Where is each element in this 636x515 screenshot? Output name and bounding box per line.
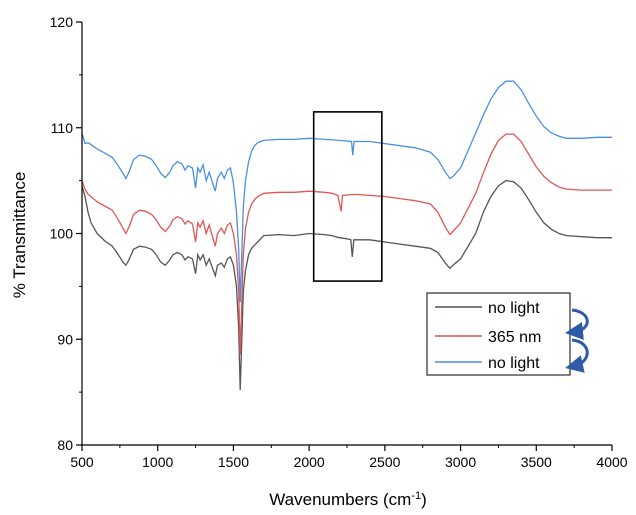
y-tick-label-110: 110	[51, 120, 74, 136]
legend-label-1: no light	[488, 300, 540, 317]
x-tick-label-500: 500	[70, 454, 94, 470]
cycle-arrow-icon-1	[565, 308, 589, 340]
series-line-3	[81, 80, 612, 303]
legend-label-2: 365 nm	[488, 329, 541, 346]
x-tick-label-3000: 3000	[445, 454, 476, 470]
series-line-2	[81, 133, 612, 356]
x-tick-label-2000: 2000	[294, 454, 325, 470]
series-line-1	[81, 179, 612, 391]
cycle-arrow-icon-2	[565, 338, 589, 373]
x-tick-label-1500: 1500	[218, 454, 249, 470]
legend-label-3: no light	[488, 355, 540, 372]
highlight-box	[312, 111, 383, 282]
x-axis-title: Wavenumbers (cm-1)	[269, 490, 426, 509]
x-tick-label-1000: 1000	[142, 454, 173, 470]
axes-layer: 500 1000 1500 2000 2500 3000 3500 4000 80 90 100 11…	[50, 14, 628, 470]
y-axis-title: % Transmittance	[10, 172, 29, 299]
y-tick-label-100: 100	[50, 226, 74, 242]
x-tick-label-3500: 3500	[521, 454, 552, 470]
y-tick-label-120: 120	[50, 14, 74, 30]
y-tick-label-90: 90	[57, 331, 73, 347]
y-tick-label-80: 80	[57, 437, 73, 453]
legend: no light 365 nm no light	[426, 292, 589, 376]
series-layer	[81, 80, 612, 391]
x-tick-label-2500: 2500	[369, 454, 400, 470]
x-tick-label-4000: 4000	[596, 454, 627, 470]
